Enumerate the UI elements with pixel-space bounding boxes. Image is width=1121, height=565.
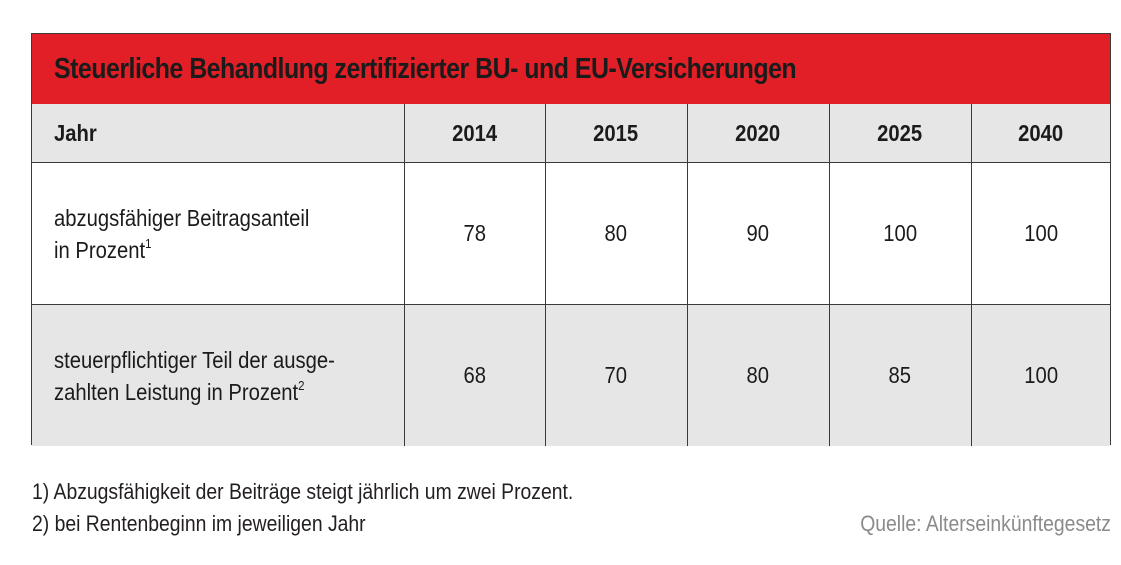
row-label-cell: steuerpflichtiger Teil der ausge- zahlte… (32, 304, 405, 446)
row-label-line: in Prozent (54, 236, 146, 263)
value-cell: 80 (544, 162, 688, 305)
value: 70 (604, 362, 628, 388)
row-label-line-with-ref: in Prozent1 (54, 234, 309, 266)
header-year-cell: 2020 (686, 104, 830, 163)
header-year: 2025 (877, 119, 923, 146)
header-year: 2040 (1018, 119, 1064, 146)
value-cell: 80 (686, 304, 830, 446)
value: 90 (746, 220, 770, 246)
header-year: 2015 (593, 119, 639, 146)
row-label-line-with-ref: zahlten Leistung in Prozent2 (54, 376, 335, 408)
row-label-line: steuerpflichtiger Teil der ausge- (54, 346, 335, 373)
value-cell: 85 (828, 304, 972, 446)
value-cell: 90 (686, 162, 830, 305)
value-cell: 78 (403, 162, 546, 305)
row-label: steuerpflichtiger Teil der ausge- zahlte… (54, 344, 335, 408)
source-note: Quelle: Alterseinkünftegesetz (860, 511, 1111, 536)
header-label: Jahr (54, 119, 97, 146)
header-year: 2014 (451, 119, 498, 146)
value: 80 (746, 362, 770, 388)
value: 80 (604, 220, 628, 246)
row-label: abzugsfähiger Beitragsanteil in Prozent1 (54, 202, 309, 266)
header-year-cell: 2040 (970, 104, 1110, 163)
table-row: steuerpflichtiger Teil der ausge- zahlte… (32, 304, 1110, 446)
value: 78 (463, 220, 486, 246)
value: 100 (1023, 220, 1058, 246)
row-label-cell: abzugsfähiger Beitragsanteil in Prozent1 (32, 162, 405, 305)
header-year-cell: 2015 (544, 104, 688, 163)
footnote: 1) Abzugsfähigkeit der Beiträge steigt j… (32, 479, 574, 504)
value-cell: 70 (544, 304, 688, 446)
value-cell: 100 (970, 162, 1110, 305)
value: 68 (463, 362, 486, 388)
table-title: Steuerliche Behandlung zertifizierter BU… (54, 52, 797, 85)
row-label-line: abzugsfähiger Beitragsanteil (54, 204, 310, 231)
footnote: 2) bei Rentenbeginn im jeweiligen Jahr (32, 511, 366, 536)
value: 100 (1023, 362, 1058, 388)
value-cell: 100 (970, 304, 1110, 446)
tax-table: Jahr 2014 2015 2020 2025 2040 abzugsfähi… (32, 104, 1110, 446)
title-bar: Steuerliche Behandlung zertifizierter BU… (32, 34, 1110, 105)
header-year: 2020 (735, 119, 781, 146)
value-cell: 68 (403, 304, 546, 446)
header-year-cell: 2014 (403, 104, 546, 163)
footnote-ref: 1 (145, 235, 152, 251)
row-label-line: zahlten Leistung in Prozent (54, 378, 299, 405)
value-cell: 100 (828, 162, 972, 305)
value: 100 (883, 220, 917, 246)
header-year-cell: 2025 (828, 104, 972, 163)
table-frame: Steuerliche Behandlung zertifizierter BU… (31, 33, 1111, 446)
header-row: Jahr 2014 2015 2020 2025 2040 (32, 104, 1110, 163)
table-row: abzugsfähiger Beitragsanteil in Prozent1… (32, 162, 1110, 305)
footnotes: 1) Abzugsfähigkeit der Beiträge steigt j… (32, 476, 573, 540)
header-label-cell: Jahr (32, 104, 405, 163)
footnote-ref: 2 (298, 377, 305, 393)
value: 85 (888, 362, 912, 388)
